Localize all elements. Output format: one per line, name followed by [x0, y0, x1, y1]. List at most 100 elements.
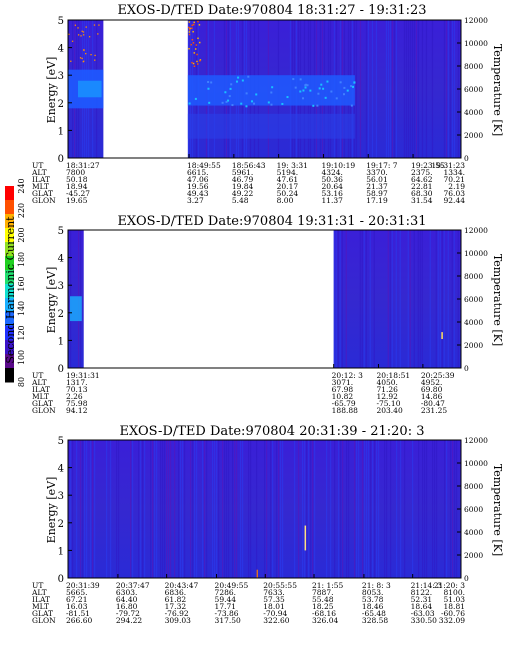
y2-tick-label: 10000	[464, 39, 488, 48]
y2-tick-label: 0	[464, 154, 469, 163]
texture-stripe	[389, 230, 391, 368]
noise-speck	[196, 60, 198, 63]
colorbar-swatch	[5, 228, 14, 243]
texture-stripe	[358, 440, 360, 578]
spectrogram-panel-3: EXOS-D/TED Date:970804 20:31:39 - 21:20:…	[31, 424, 504, 625]
ephemeris-value: 4952.	[421, 378, 442, 387]
ephemeris-time: 19:31:23	[431, 161, 465, 170]
ephemeris-value: 50.18	[66, 175, 88, 184]
data-region	[68, 440, 461, 578]
y-axis-ticks: 0 1 2 3 4 5	[58, 226, 72, 375]
noise-speck	[94, 59, 96, 61]
ephemeris-value: 47.61	[277, 175, 298, 184]
ephemeris-time: 18:31:27	[66, 161, 100, 170]
y2-tick-label: 2000	[464, 551, 483, 560]
texture-stripe	[412, 440, 414, 578]
texture-stripe	[393, 20, 396, 158]
colorbar-swatch	[5, 242, 14, 257]
panel-1-ylabel: Energy [eV]	[45, 57, 58, 124]
ephemeris-value: 231.25	[421, 406, 447, 415]
ephemeris-value: 332.09	[439, 616, 465, 625]
colorbar-swatch	[5, 368, 14, 383]
spike	[256, 569, 258, 578]
noise-speck	[90, 54, 92, 56]
y-tick-label: 1	[58, 126, 64, 137]
ephemeris-time: 19:23:55	[411, 161, 445, 170]
texture-stripe	[256, 440, 258, 578]
noise-speck	[188, 21, 191, 23]
noise-speck	[199, 59, 201, 62]
plasma-speck	[302, 89, 305, 92]
texture-stripe	[451, 230, 453, 368]
ephemeris-value: 8100.	[444, 588, 465, 597]
texture-stripe	[80, 440, 82, 578]
colorbar-swatch	[5, 284, 14, 299]
ephemeris-time: 20:49:55	[215, 581, 249, 590]
plasma-speck	[245, 92, 248, 95]
texture-stripe	[326, 440, 328, 578]
ephemeris-value: 17.71	[215, 602, 236, 611]
plasma-speck	[237, 76, 240, 79]
ephemeris-value: 19.65	[66, 196, 88, 205]
plasma-speck	[240, 102, 243, 105]
y2-axis-ticks: 0 2000 4000 6000 8000 10000 12000	[457, 436, 488, 583]
texture-stripe	[340, 440, 342, 578]
y2-tick-label: 12000	[464, 16, 488, 25]
texture-stripe	[419, 230, 421, 368]
plasma-speck	[352, 85, 355, 88]
texture-stripe	[400, 440, 402, 578]
texture-stripe	[444, 440, 446, 578]
texture-stripe	[192, 440, 194, 578]
y-tick-label: 1	[58, 546, 64, 557]
plasma-speck	[304, 86, 307, 89]
texture-stripe	[395, 20, 398, 158]
ephemeris-value: 5.48	[232, 196, 249, 205]
noise-speck	[193, 52, 196, 54]
texture-stripe	[432, 440, 434, 578]
y2-tick-label: 10000	[464, 249, 488, 258]
ephemeris-row-label: UT	[32, 581, 43, 590]
texture-stripe	[276, 440, 278, 578]
texture-stripe	[417, 20, 420, 158]
y2-tick-label: 6000	[464, 295, 483, 304]
ephemeris-value: 3.27	[187, 196, 204, 205]
ephemeris-time: 20:25:39	[421, 371, 455, 380]
noise-speck	[85, 52, 87, 55]
ephemeris-value: 2.26	[66, 392, 83, 401]
texture-stripe	[362, 440, 364, 578]
texture-stripe	[372, 440, 374, 578]
texture-stripe	[242, 440, 244, 578]
texture-stripe	[451, 20, 454, 158]
texture-stripe	[421, 230, 423, 368]
texture-stripe	[232, 440, 234, 578]
noise-speck	[82, 60, 85, 63]
noise-speck	[198, 41, 201, 44]
texture-stripe	[345, 230, 347, 368]
texture-stripe	[376, 440, 378, 578]
ephemeris-value: 47.06	[187, 175, 209, 184]
y-tick-label: 2	[58, 309, 64, 320]
plasma-speck	[343, 93, 346, 96]
y-tick-label: 0	[58, 364, 64, 375]
colorbar-tick-label: 180	[17, 252, 26, 267]
ephemeris-value: 3071.	[332, 378, 353, 387]
ephemeris-value: 69.80	[421, 385, 443, 394]
texture-stripe	[335, 230, 337, 368]
ephemeris-value: -70.94	[263, 609, 287, 618]
y2-tick-label: 12000	[464, 436, 488, 445]
texture-stripe	[130, 440, 132, 578]
texture-stripe	[454, 440, 456, 578]
texture-stripe	[116, 440, 118, 578]
ephemeris-value: 266.60	[66, 616, 92, 625]
plasma-speck	[229, 87, 232, 90]
plasma-speck	[247, 75, 250, 78]
ephemeris-value: 70.13	[66, 385, 88, 394]
texture-stripe	[306, 440, 308, 578]
plasma-speck	[221, 101, 224, 104]
ephemeris-value: 71.26	[376, 385, 398, 394]
noise-speck	[198, 24, 201, 26]
y-axis-ticks: 0 1 2 3 4 5	[58, 436, 72, 585]
spectrogram-panel-1: EXOS-D/TED Date:970804 18:31:27 - 19:31:…	[31, 3, 504, 205]
ephemeris-time: 20:31:39	[66, 581, 100, 590]
